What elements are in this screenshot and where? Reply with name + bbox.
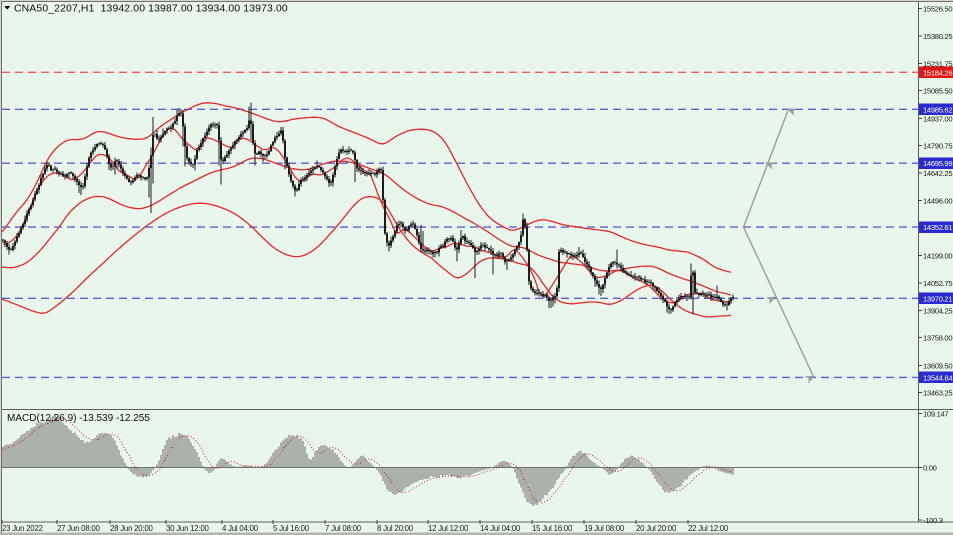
svg-text:14 Jul 04:00: 14 Jul 04:00 (480, 524, 521, 533)
svg-text:19 Jul 08:00: 19 Jul 08:00 (584, 524, 625, 533)
svg-text:7 Jul 08:00: 7 Jul 08:00 (325, 524, 362, 533)
svg-text:13904.25: 13904.25 (923, 306, 952, 315)
svg-text:14642.25: 14642.25 (923, 169, 952, 178)
svg-text:12 Jul 12:00: 12 Jul 12:00 (428, 524, 469, 533)
svg-text:8 Jul 20:00: 8 Jul 20:00 (377, 524, 414, 533)
svg-text:27 Jun 08:00: 27 Jun 08:00 (57, 524, 101, 533)
svg-text:15085.50: 15085.50 (923, 87, 952, 96)
svg-text:13758.00: 13758.00 (923, 334, 952, 343)
svg-text:13463.25: 13463.25 (923, 389, 952, 398)
svg-text:30 Jun 12:00: 30 Jun 12:00 (166, 524, 210, 533)
svg-text:13544.84: 13544.84 (923, 373, 952, 382)
svg-text:MACD(12,26,9) -13.539 -12.255: MACD(12,26,9) -13.539 -12.255 (7, 413, 150, 424)
svg-text:5 Jul 16:00: 5 Jul 16:00 (273, 524, 310, 533)
svg-text:4 Jul 04:00: 4 Jul 04:00 (222, 524, 259, 533)
svg-text:14937.00: 14937.00 (923, 114, 952, 123)
svg-text:15 Jul 16:00: 15 Jul 16:00 (532, 524, 573, 533)
svg-text:23 Jun 2022: 23 Jun 2022 (2, 524, 43, 533)
svg-text:22 Jul 12:00: 22 Jul 12:00 (688, 524, 729, 533)
svg-text:0.00: 0.00 (923, 464, 937, 473)
svg-text:13970.21: 13970.21 (923, 294, 952, 303)
svg-text:14052.75: 14052.75 (923, 279, 952, 288)
svg-text:14790.75: 14790.75 (923, 142, 952, 151)
svg-text:15526.50: 15526.50 (923, 5, 952, 14)
svg-text:15380.25: 15380.25 (923, 32, 952, 41)
svg-text:28 Jun 20:00: 28 Jun 20:00 (110, 524, 154, 533)
svg-text:15231.75: 15231.75 (923, 59, 952, 68)
svg-text:15184.26: 15184.26 (923, 68, 952, 77)
svg-text:-100.3: -100.3 (923, 516, 943, 525)
svg-text:14985.62: 14985.62 (923, 105, 952, 114)
svg-text:20 Jul 20:00: 20 Jul 20:00 (636, 524, 677, 533)
svg-text:14352.61: 14352.61 (923, 223, 952, 232)
svg-text:109.147: 109.147 (923, 410, 948, 419)
svg-text:14695.99: 14695.99 (923, 159, 952, 168)
svg-text:13609.50: 13609.50 (923, 361, 952, 370)
svg-text:CNA50_2207,H1 13942.00 13987.: CNA50_2207,H1 13942.00 13987.00 13934.00… (14, 4, 288, 15)
svg-text:14496.00: 14496.00 (923, 196, 952, 205)
svg-text:14199.00: 14199.00 (923, 252, 952, 261)
